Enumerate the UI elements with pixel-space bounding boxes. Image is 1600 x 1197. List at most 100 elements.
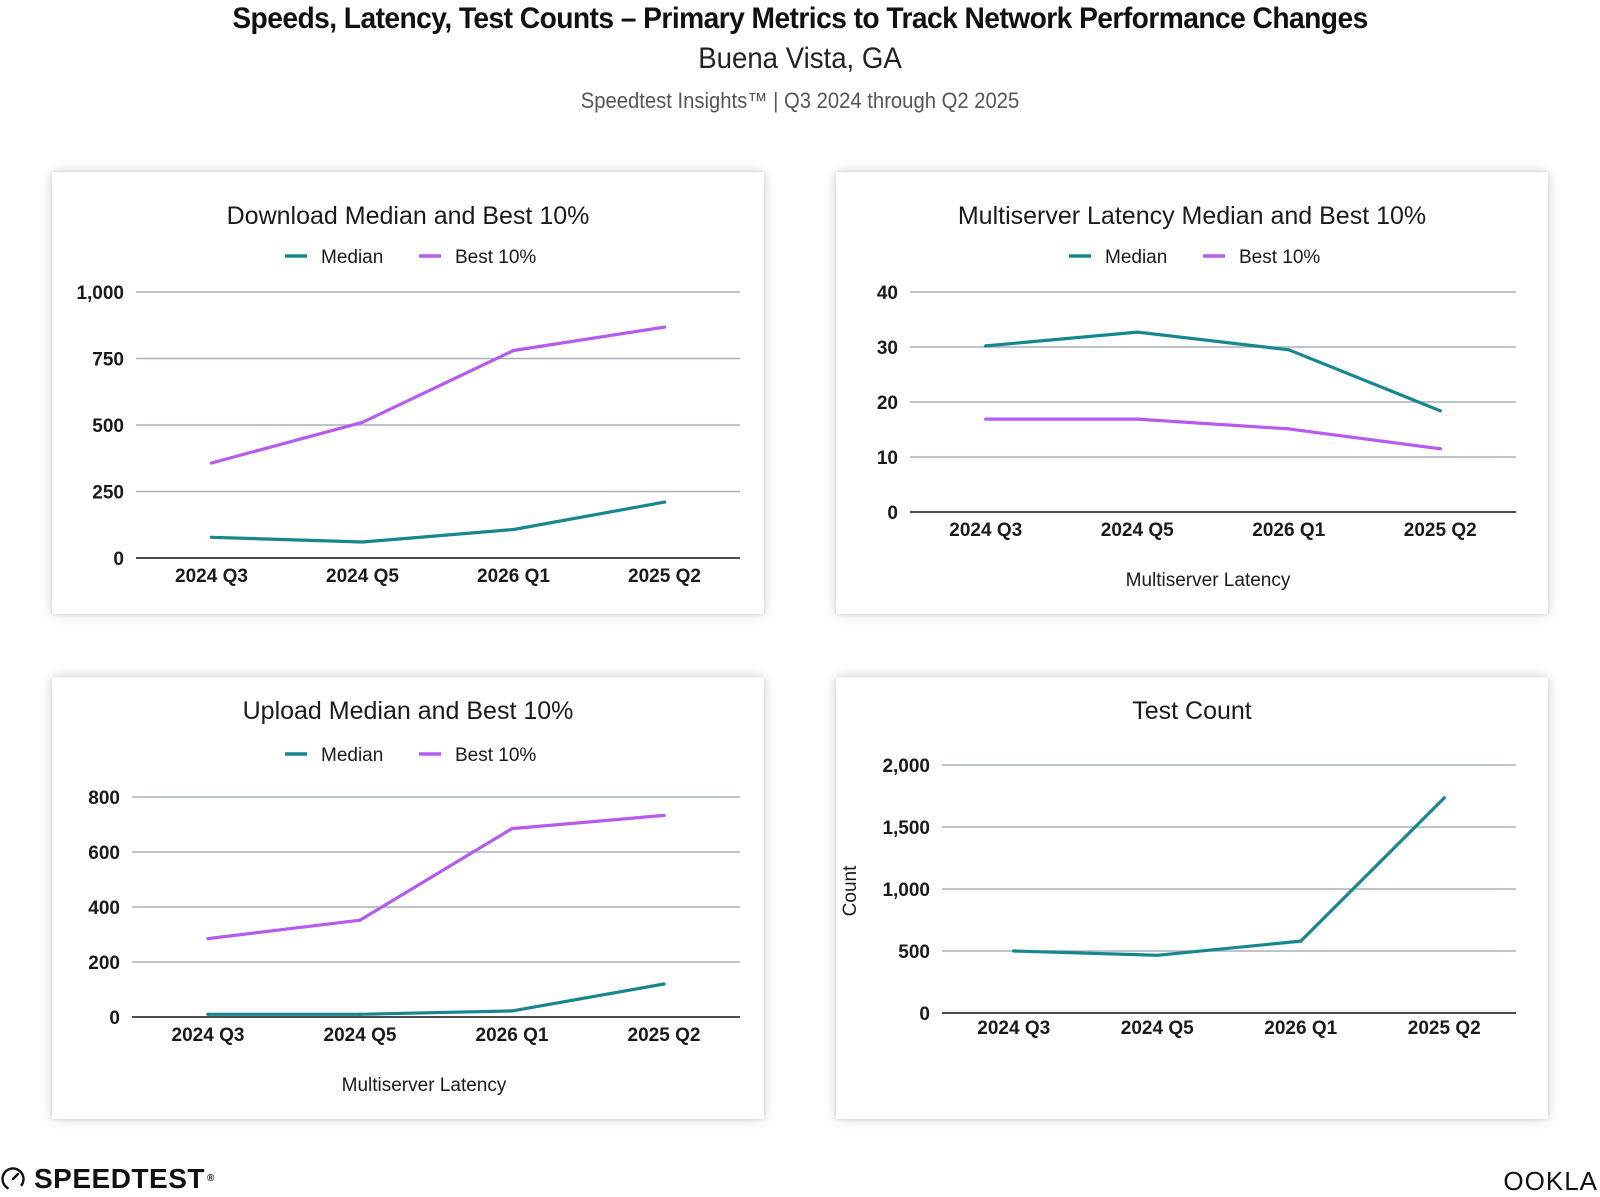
- y-tick-label: 1,500: [882, 818, 930, 839]
- series-line-count: [1012, 796, 1446, 957]
- data-point: [1012, 949, 1016, 953]
- page-title: Speeds, Latency, Test Counts – Primary M…: [232, 2, 1368, 35]
- data-point: [360, 420, 365, 424]
- source-line: Speedtest Insights™ | Q3 2024 through Q2…: [580, 88, 1020, 113]
- chart-svg: Download Median and Best 10% Median Best 1…: [76, 202, 740, 587]
- y-tick-label: 1,000: [76, 283, 124, 304]
- data-point: [209, 535, 214, 539]
- x-axis-label: Multiserver Latency: [1126, 570, 1291, 591]
- y-tick-label: 500: [898, 942, 930, 963]
- data-point: [511, 527, 516, 532]
- data-point: [1155, 953, 1159, 957]
- series-line-median: [984, 330, 1442, 413]
- data-point: [984, 344, 988, 348]
- y-tick-label: 10: [877, 448, 898, 469]
- data-point: [1299, 939, 1303, 943]
- x-tick-label: 2024 Q5: [326, 566, 399, 587]
- y-tick-label: 200: [88, 953, 120, 974]
- data-point: [209, 461, 214, 465]
- ookla-logo: OOKLA: [1503, 1166, 1598, 1196]
- y-tick-label: 600: [88, 843, 120, 864]
- y-tick-label: 800: [88, 788, 120, 809]
- y-tick-label: 40: [877, 283, 898, 304]
- data-point: [662, 813, 666, 818]
- x-tick-label: 2026 Q1: [476, 1025, 549, 1046]
- y-tick-label: 20: [877, 393, 898, 414]
- latency-chart-card: Multiserver Latency Median and Best 10% M…: [836, 172, 1548, 614]
- x-tick-label: 2024 Q5: [324, 1025, 397, 1046]
- data-point: [510, 827, 514, 831]
- x-tick-label: 2025 Q2: [628, 1025, 701, 1046]
- legend-item: Median: [285, 745, 383, 766]
- x-tick-label: 2026 Q1: [477, 566, 550, 587]
- speedometer-icon: [1, 1167, 25, 1191]
- x-tick-label: 2025 Q2: [1408, 1018, 1481, 1039]
- legend-label: Best 10%: [455, 247, 536, 268]
- series-line-best-10-: [209, 325, 667, 465]
- data-point: [511, 348, 516, 353]
- data-point: [662, 500, 667, 504]
- chart-svg: Test Count 0 500 1,000 1,500 2,000 2024 Q3 2024…: [840, 697, 1516, 1039]
- x-tick-label: 2025 Q2: [628, 566, 701, 587]
- legend-item: Best 10%: [1203, 247, 1320, 268]
- series-line-median: [206, 982, 666, 1016]
- chart-title: Multiserver Latency Median and Best 10%: [958, 202, 1426, 230]
- chart-title: Test Count: [1132, 697, 1252, 725]
- legend-label: Median: [321, 745, 383, 766]
- x-tick-label: 2026 Q1: [1264, 1018, 1337, 1039]
- data-point: [358, 1012, 362, 1016]
- legend-label: Median: [1105, 247, 1167, 268]
- x-tick-label: 2024 Q3: [977, 1018, 1050, 1039]
- data-point: [1135, 330, 1139, 334]
- y-tick-label: 0: [887, 503, 898, 524]
- legend-item: Best 10%: [419, 745, 536, 766]
- series-line-best-10-: [984, 417, 1442, 451]
- test-count-chart-card: Test Count 0 500 1,000 1,500 2,000 2024 Q3 2024…: [836, 677, 1548, 1119]
- y-tick-label: 30: [877, 338, 898, 359]
- data-point: [984, 417, 988, 421]
- y-tick-label: 400: [88, 898, 120, 919]
- y-tick-label: 0: [113, 549, 124, 570]
- trademark-mark: ®: [206, 1173, 215, 1184]
- data-point: [1287, 348, 1291, 352]
- y-tick-label: 0: [919, 1004, 930, 1025]
- y-axis-label: Count: [840, 865, 861, 916]
- legend-item: Median: [285, 247, 383, 268]
- speedtest-wordmark: SPEEDTEST: [34, 1163, 205, 1194]
- legend-label: Best 10%: [455, 745, 536, 766]
- series-line-median: [209, 500, 667, 544]
- data-point: [1438, 409, 1442, 413]
- x-tick-label: 2024 Q3: [175, 566, 248, 587]
- data-point: [1442, 796, 1446, 800]
- download-chart-card: Download Median and Best 10% Median Best 1…: [52, 172, 764, 614]
- data-point: [1135, 417, 1139, 421]
- legend-label: Best 10%: [1239, 247, 1320, 268]
- x-axis-label: Multiserver Latency: [342, 1075, 507, 1096]
- y-tick-label: 0: [109, 1008, 120, 1029]
- upload-chart-card: Upload Median and Best 10% Median Best 10%…: [52, 677, 764, 1119]
- x-tick-label: 2026 Q1: [1252, 520, 1325, 541]
- chart-title: Download Median and Best 10%: [227, 202, 590, 230]
- chart-title: Upload Median and Best 10%: [243, 697, 574, 725]
- y-tick-label: 750: [92, 350, 124, 371]
- x-tick-label: 2024 Q5: [1121, 1018, 1194, 1039]
- data-point: [510, 1009, 514, 1013]
- series-line-best-10-: [206, 813, 666, 941]
- x-tick-label: 2024 Q5: [1101, 520, 1174, 541]
- y-tick-label: 500: [92, 416, 124, 437]
- data-point: [206, 937, 210, 941]
- data-point: [360, 540, 365, 544]
- data-point: [358, 918, 362, 922]
- y-tick-label: 1,000: [882, 880, 930, 901]
- data-point: [662, 982, 666, 986]
- data-point: [1287, 427, 1291, 431]
- data-point: [662, 325, 667, 329]
- chart-svg: Multiserver Latency Median and Best 10% M…: [877, 202, 1516, 591]
- y-tick-label: 250: [92, 483, 124, 504]
- legend-item: Median: [1069, 247, 1167, 268]
- data-point: [206, 1012, 210, 1016]
- x-tick-label: 2024 Q3: [172, 1025, 245, 1046]
- legend-item: Best 10%: [419, 247, 536, 268]
- chart-svg: Upload Median and Best 10% Median Best 10%…: [88, 697, 740, 1096]
- y-tick-label: 2,000: [882, 756, 930, 777]
